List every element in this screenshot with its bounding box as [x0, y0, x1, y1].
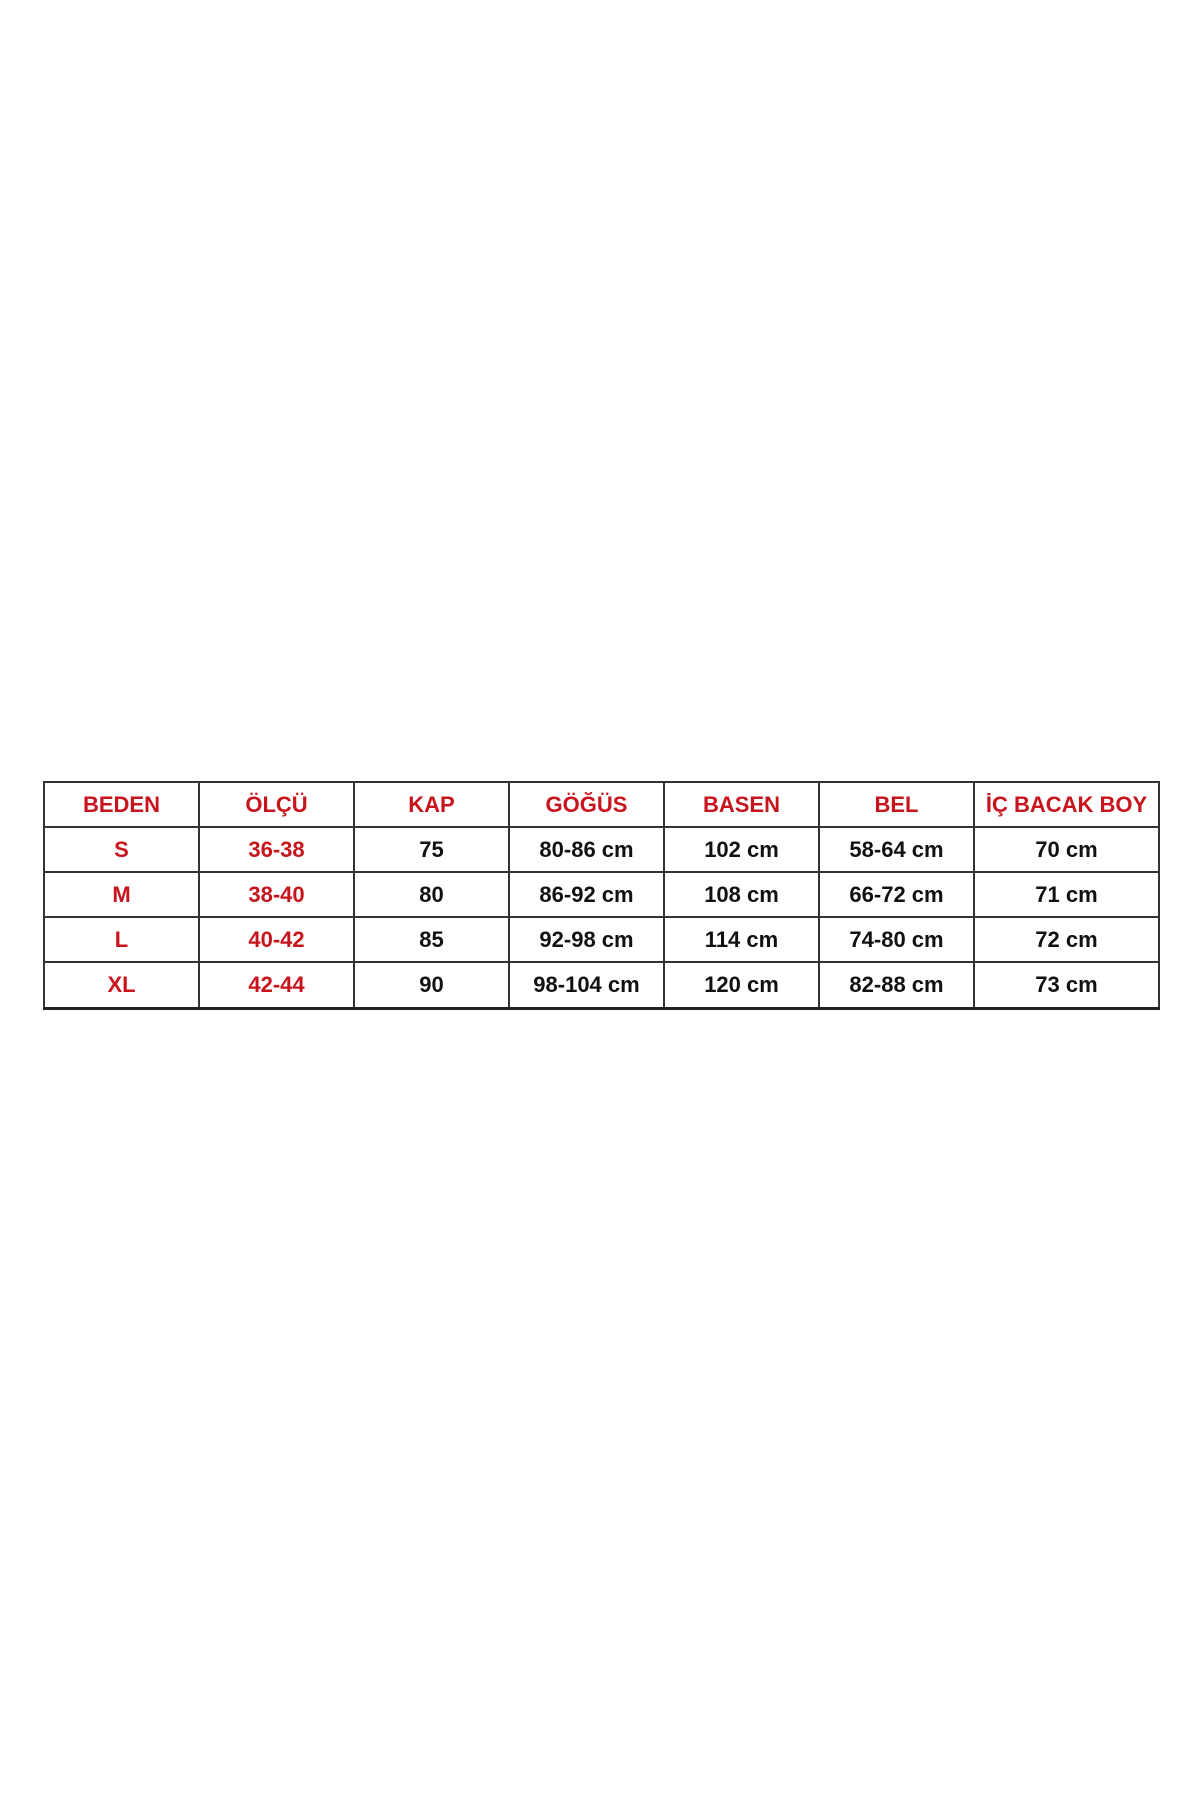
header-bel: BEL	[818, 781, 975, 828]
cell-olcu: 40-42	[198, 916, 355, 963]
cell-gogus: 80-86 cm	[508, 826, 665, 873]
header-basen: BASEN	[663, 781, 820, 828]
cell-bel: 74-80 cm	[818, 916, 975, 963]
cell-kap: 75	[353, 826, 510, 873]
cell-bel: 66-72 cm	[818, 871, 975, 918]
cell-olcu: 38-40	[198, 871, 355, 918]
cell-olcu: 36-38	[198, 826, 355, 873]
table-row: S 36-38 75 80-86 cm 102 cm 58-64 cm 70 c…	[43, 826, 1160, 873]
table-row: L 40-42 85 92-98 cm 114 cm 74-80 cm 72 c…	[43, 916, 1160, 963]
cell-bel: 82-88 cm	[818, 961, 975, 1010]
cell-ic-bacak-boy: 73 cm	[973, 961, 1160, 1010]
cell-basen: 120 cm	[663, 961, 820, 1010]
header-olcu: ÖLÇÜ	[198, 781, 355, 828]
cell-gogus: 92-98 cm	[508, 916, 665, 963]
cell-bel: 58-64 cm	[818, 826, 975, 873]
size-chart-table: BEDEN ÖLÇÜ KAP GÖĞÜS BASEN BEL İÇ BACAK …	[43, 781, 1160, 1010]
cell-basen: 102 cm	[663, 826, 820, 873]
cell-size: L	[43, 916, 200, 963]
header-kap: KAP	[353, 781, 510, 828]
header-gogus: GÖĞÜS	[508, 781, 665, 828]
cell-ic-bacak-boy: 71 cm	[973, 871, 1160, 918]
table-row: M 38-40 80 86-92 cm 108 cm 66-72 cm 71 c…	[43, 871, 1160, 918]
cell-kap: 90	[353, 961, 510, 1010]
cell-ic-bacak-boy: 70 cm	[973, 826, 1160, 873]
header-ic-bacak-boy: İÇ BACAK BOY	[973, 781, 1160, 828]
table-row: XL 42-44 90 98-104 cm 120 cm 82-88 cm 73…	[43, 961, 1160, 1010]
cell-basen: 114 cm	[663, 916, 820, 963]
cell-kap: 80	[353, 871, 510, 918]
cell-basen: 108 cm	[663, 871, 820, 918]
cell-size: XL	[43, 961, 200, 1010]
cell-ic-bacak-boy: 72 cm	[973, 916, 1160, 963]
cell-kap: 85	[353, 916, 510, 963]
cell-gogus: 86-92 cm	[508, 871, 665, 918]
cell-size: S	[43, 826, 200, 873]
cell-size: M	[43, 871, 200, 918]
header-row: BEDEN ÖLÇÜ KAP GÖĞÜS BASEN BEL İÇ BACAK …	[43, 781, 1160, 828]
header-beden: BEDEN	[43, 781, 200, 828]
cell-olcu: 42-44	[198, 961, 355, 1010]
cell-gogus: 98-104 cm	[508, 961, 665, 1010]
